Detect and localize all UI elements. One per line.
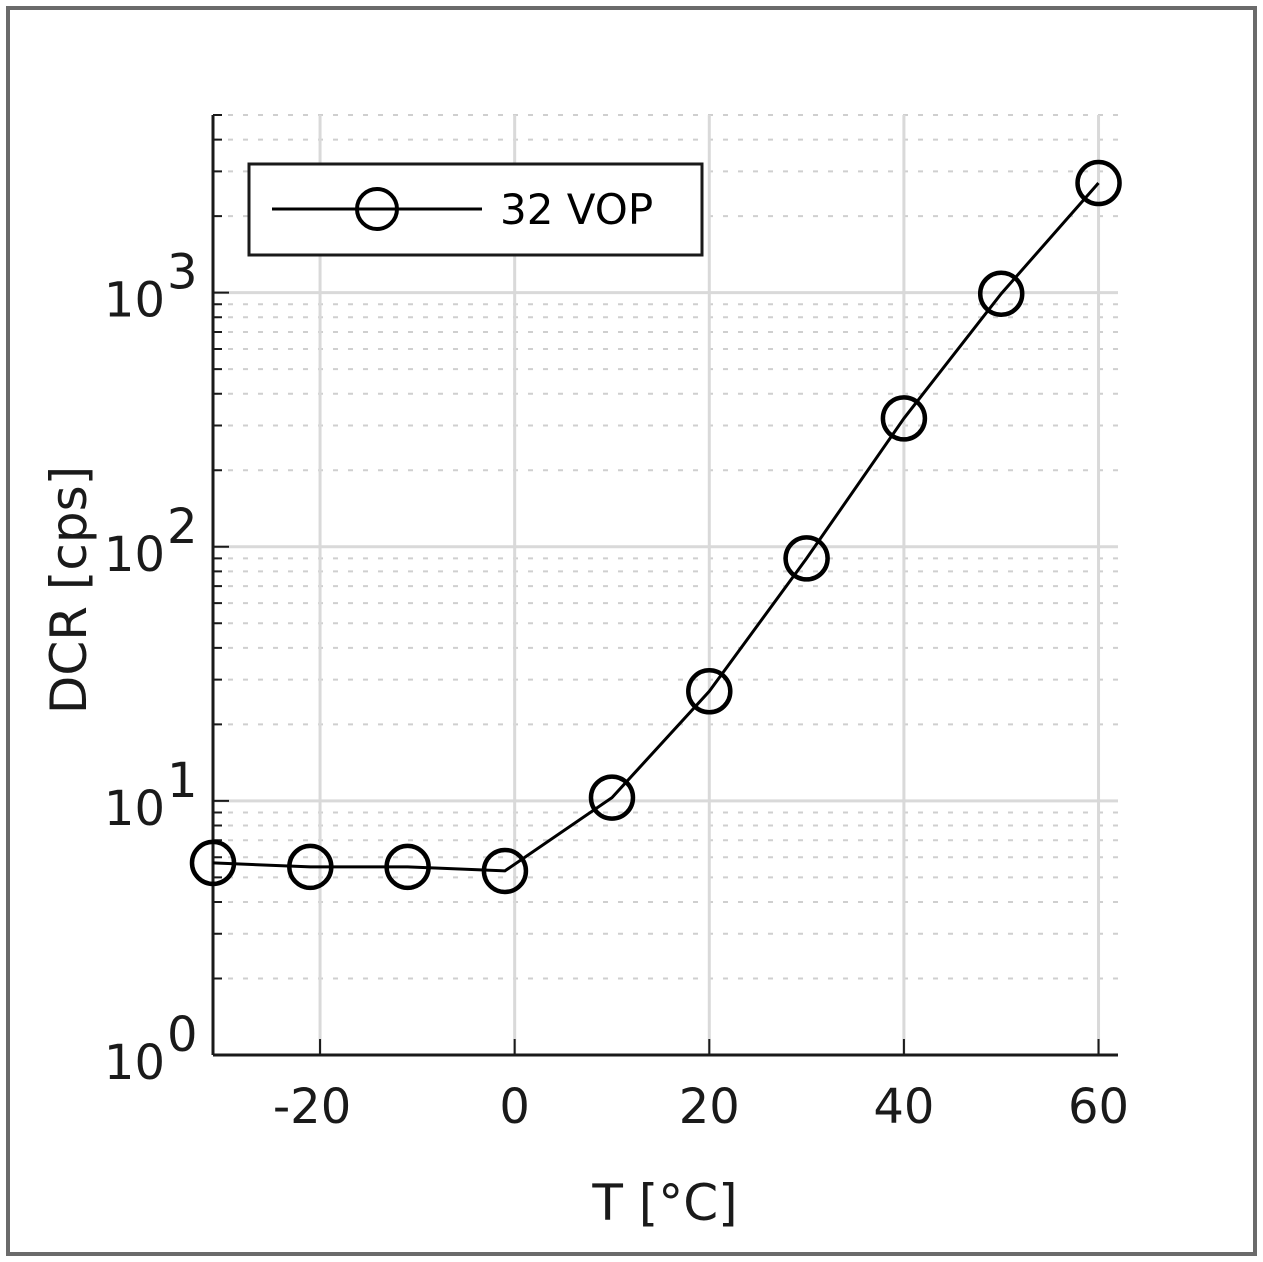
data-point — [1075, 159, 1122, 207]
legend: 32 VOP — [247, 162, 704, 257]
y-tick-exponent: 3 — [167, 245, 198, 301]
y-tick-label: 10 — [104, 781, 165, 837]
legend-label: 32 VOP — [500, 185, 653, 234]
data-point — [384, 843, 431, 891]
series-layer — [189, 159, 1122, 895]
y-tick-label: 10 — [104, 527, 165, 583]
y-tick-label: 10 — [104, 273, 165, 329]
x-tick-label: -20 — [273, 1079, 351, 1135]
legend-marker — [355, 187, 399, 231]
grid — [213, 114, 1118, 1055]
x-tick-label: 20 — [679, 1079, 740, 1135]
axes — [211, 115, 1118, 1057]
y-tick-exponent: 1 — [167, 753, 198, 809]
y-axis-title: DCR [cps] — [40, 466, 98, 714]
x-tick-label: 60 — [1068, 1079, 1129, 1135]
y-tick-exponent: 2 — [167, 499, 198, 555]
x-tick-label: 0 — [499, 1079, 530, 1135]
x-axis-title: T [°C] — [591, 1174, 737, 1232]
x-tick-label: 40 — [873, 1079, 934, 1135]
data-point — [686, 668, 733, 715]
figure-frame — [6, 6, 1257, 1256]
data-point — [481, 847, 529, 895]
data-point — [880, 395, 928, 442]
y-tick-exponent: 0 — [167, 1007, 198, 1063]
series-line — [212, 182, 1100, 873]
data-point — [189, 839, 237, 887]
data-point — [287, 843, 334, 891]
data-point — [977, 270, 1025, 317]
data-point — [588, 774, 636, 821]
data-point — [783, 535, 830, 582]
y-tick-label: 10 — [104, 1035, 165, 1091]
